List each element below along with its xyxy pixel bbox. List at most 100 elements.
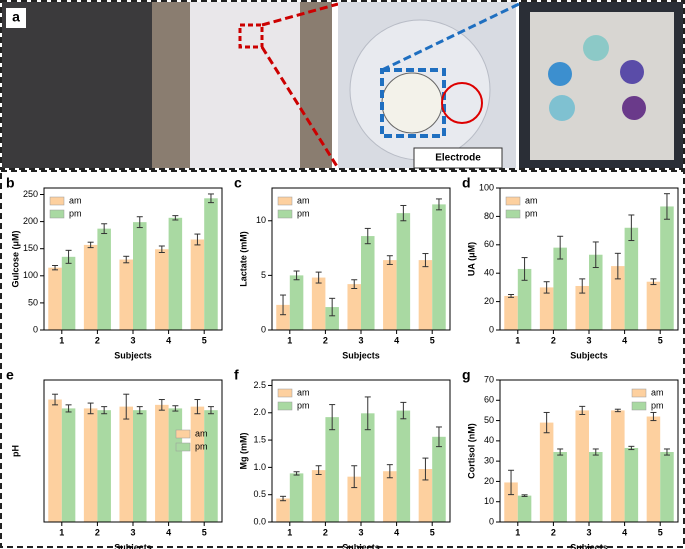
bar: [83, 244, 98, 330]
x-tick-label: 2: [323, 527, 328, 537]
bar: [624, 227, 639, 330]
bar: [190, 406, 205, 522]
frame: [0, 170, 685, 548]
legend-label: am: [525, 195, 538, 205]
plot-frame: [499, 187, 679, 331]
bar: [504, 295, 518, 330]
x-tick-label: 1: [59, 335, 64, 345]
y-tick-label: 10: [484, 496, 494, 506]
x-tick-label: 4: [622, 335, 627, 345]
x-tick-label: 3: [358, 527, 363, 537]
bar: [204, 410, 218, 522]
x-tick-label: 2: [551, 527, 556, 537]
panel-letter: d: [462, 175, 471, 191]
panel-letter: g: [462, 367, 471, 383]
x-tick-label: 5: [430, 527, 435, 537]
panel-letter: c: [234, 175, 242, 191]
bar: [539, 422, 554, 522]
bar: [611, 266, 625, 330]
y-axis-label: UA (μM): [466, 242, 476, 276]
y-tick-label: 1.5: [253, 434, 266, 444]
y-axis-label: pH: [10, 445, 20, 457]
bar: [517, 268, 532, 330]
panel-letter: b: [6, 175, 15, 191]
legend-swatch: [631, 388, 647, 398]
legend-swatch: [49, 196, 65, 206]
y-tick-label: 150: [23, 243, 38, 253]
legend-label: am: [195, 428, 208, 438]
x-tick-label: 3: [130, 335, 135, 345]
bar: [155, 404, 169, 522]
x-axis-label: Subjects: [114, 542, 152, 549]
x-tick-label: 4: [394, 527, 399, 537]
bar: [553, 452, 567, 522]
y-tick-label: 2.5: [253, 380, 266, 390]
treadmill: [2, 2, 152, 168]
y-tick-label: 100: [479, 182, 494, 192]
bar: [48, 399, 62, 522]
spot: [622, 96, 646, 120]
bar: [276, 304, 290, 330]
sensor-box: [238, 23, 264, 49]
x-tick-label: 4: [394, 335, 399, 345]
spot: [549, 95, 575, 121]
plot-frame: [43, 379, 223, 523]
x-axis-label: Subjects: [342, 542, 380, 549]
electrode-paper: [530, 12, 674, 160]
bar: [119, 259, 133, 330]
runner: [190, 2, 300, 168]
bar: [575, 410, 589, 522]
bar: [325, 307, 339, 330]
y-tick-label: 80: [484, 211, 494, 221]
y-tick-label: 50: [484, 415, 494, 425]
bar: [119, 406, 133, 522]
bar: [97, 410, 111, 522]
x-tick-label: 5: [658, 527, 663, 537]
y-tick-label: 0.5: [253, 489, 266, 499]
y-tick-label: 40: [484, 268, 494, 278]
bar: [660, 452, 674, 522]
x-tick-label: 4: [622, 527, 627, 537]
bar: [190, 239, 205, 330]
frame: [0, 0, 685, 170]
x-tick-label: 4: [166, 335, 171, 345]
legend-label: am: [651, 387, 664, 397]
y-tick-label: 100: [23, 270, 38, 280]
y-axis-label: Cortisol (nM): [466, 423, 476, 479]
panel-letter-bg: [6, 8, 26, 28]
y-tick-label: 200: [23, 216, 38, 226]
legend-label: pm: [69, 208, 82, 218]
plot-frame: [499, 379, 679, 523]
inset-label: Electrode: [435, 153, 481, 164]
spot: [583, 35, 609, 61]
panel-a: Electrode a: [0, 0, 685, 170]
bar: [646, 281, 661, 330]
bar: [155, 249, 169, 330]
bar: [517, 495, 532, 522]
legend-swatch: [175, 429, 191, 439]
legend-label: am: [297, 387, 310, 397]
bar: [311, 470, 326, 522]
spot: [620, 60, 644, 84]
bar: [660, 206, 674, 330]
bar: [325, 417, 339, 522]
x-tick-label: 5: [430, 335, 435, 345]
bar: [383, 471, 397, 522]
legend-label: pm: [525, 208, 538, 218]
bar: [204, 198, 218, 330]
legend-swatch: [277, 388, 293, 398]
bar: [504, 482, 518, 522]
legend-swatch: [175, 442, 191, 452]
y-tick-label: 0: [489, 324, 494, 334]
bar: [361, 413, 375, 522]
bar: [48, 267, 62, 330]
x-tick-label: 2: [95, 527, 100, 537]
x-tick-label: 1: [287, 527, 292, 537]
y-tick-label: 20: [484, 296, 494, 306]
legend-label: pm: [297, 400, 310, 410]
bar: [347, 476, 361, 522]
bar: [539, 287, 554, 330]
y-tick-label: 1.0: [253, 462, 266, 472]
electrode-disc: [381, 72, 443, 134]
